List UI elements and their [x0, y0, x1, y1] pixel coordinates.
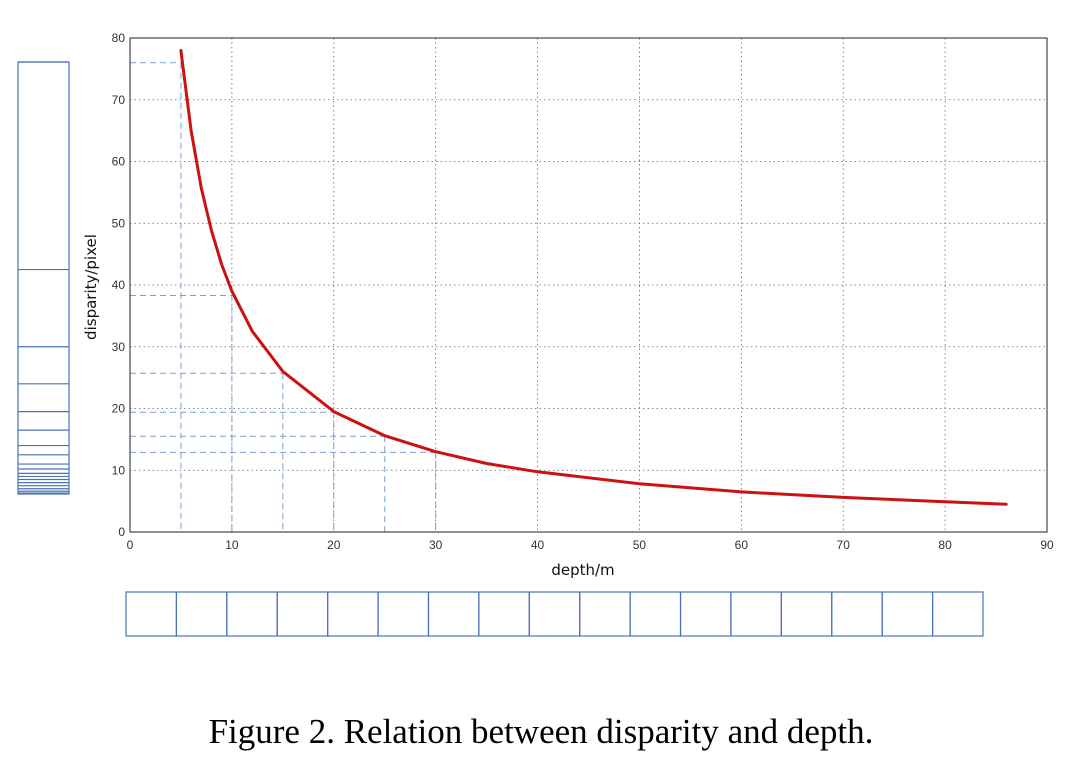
- depth-scale-bar: [125, 591, 984, 637]
- y-tick-label: 60: [112, 155, 126, 169]
- bottom-bar-cell: [125, 591, 178, 637]
- bottom-bar-cell: [679, 591, 732, 637]
- bottom-bar-cell: [377, 591, 430, 637]
- bottom-bar-cell: [528, 591, 581, 637]
- y-tick-labels: 0 10 20 30 40 50 60 70 80: [112, 31, 126, 539]
- y-tick-label: 40: [112, 278, 126, 292]
- bottom-bar-cell: [478, 591, 530, 637]
- series-line: [179, 48, 1008, 506]
- y-tick-label: 30: [112, 340, 126, 354]
- x-tick-label: 0: [127, 538, 134, 552]
- bottom-bar-cell: [579, 591, 631, 637]
- x-tick-label: 10: [225, 538, 239, 552]
- x-tick-label: 30: [429, 538, 443, 552]
- series-layer: [179, 48, 1008, 506]
- figure-caption: Figure 2. Relation between disparity and…: [208, 712, 874, 751]
- y-tick-label: 70: [112, 93, 126, 107]
- y-tick-label: 0: [118, 525, 125, 539]
- bottom-bar-cell: [327, 591, 379, 637]
- x-tick-label: 80: [938, 538, 952, 552]
- bottom-bar-cell: [226, 591, 278, 637]
- bottom-bar-cell: [780, 591, 833, 637]
- y-tick-label: 20: [112, 402, 126, 416]
- x-tick-labels: 0 10 20 30 40 50 60 70 80 90: [127, 538, 1054, 552]
- x-tick-label: 70: [837, 538, 851, 552]
- bottom-bar-cell: [427, 591, 480, 637]
- bottom-bar-cell: [175, 591, 228, 637]
- x-axis-label: depth/m: [551, 561, 614, 579]
- bottom-bar-cell: [831, 591, 883, 637]
- reference-lines: [130, 62, 437, 532]
- bottom-bar-cell: [276, 591, 329, 637]
- x-tick-label: 90: [1040, 538, 1054, 552]
- y-tick-label: 80: [112, 31, 126, 45]
- bottom-bar-cell: [629, 591, 682, 637]
- y-tick-label: 10: [112, 463, 126, 477]
- bottom-bar-cell: [730, 591, 782, 637]
- bottom-bar-cell: [931, 591, 984, 637]
- bottom-bar-cell: [881, 591, 934, 637]
- x-tick-label: 20: [327, 538, 341, 552]
- plot-frame: [129, 37, 1048, 533]
- disparity-scale-bar: [17, 61, 70, 495]
- side-bar-frame: [17, 61, 70, 495]
- x-tick-label: 60: [735, 538, 749, 552]
- y-axis-label: disparity/pixel: [82, 234, 100, 340]
- x-tick-label: 40: [531, 538, 545, 552]
- y-tick-label: 50: [112, 216, 126, 230]
- grid-lines: [129, 37, 1048, 533]
- x-tick-label: 50: [633, 538, 647, 552]
